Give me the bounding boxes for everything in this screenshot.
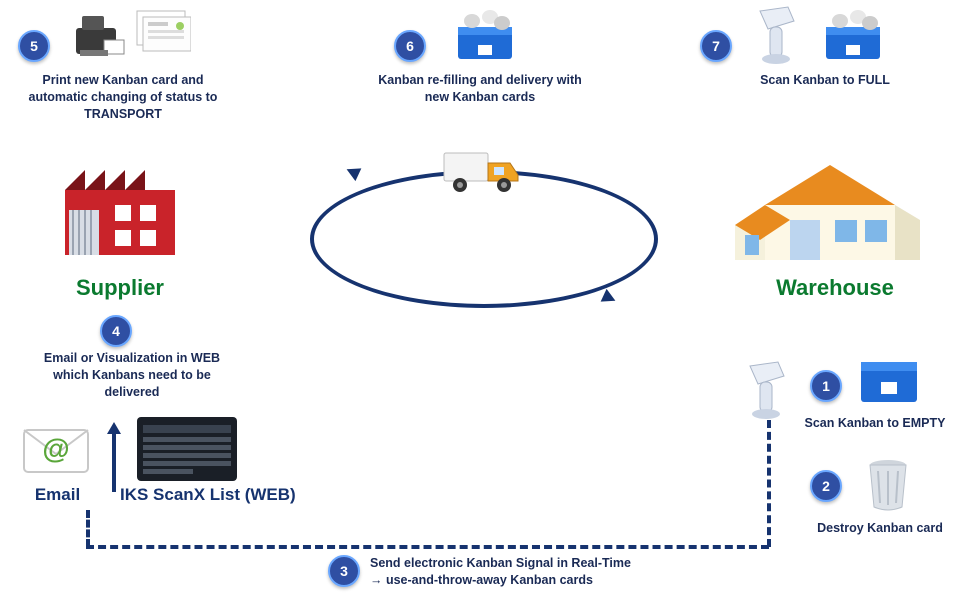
arrow-up-head <box>107 422 121 434</box>
step-7-caption: Scan Kanban to FULL <box>730 72 920 89</box>
truck-icon <box>440 145 525 200</box>
loop-arrow-top <box>344 163 362 181</box>
step-6-caption: Kanban re-filling and delivery with new … <box>370 72 590 106</box>
kanban-card-icon <box>136 10 191 52</box>
arrow-up-stem <box>112 432 116 492</box>
scanner-icon-top <box>750 5 805 67</box>
warehouse-label: Warehouse <box>745 275 925 301</box>
badge-4-num: 4 <box>112 323 120 339</box>
badge-5-num: 5 <box>30 38 38 54</box>
scanner-icon-bottom <box>740 360 795 422</box>
badge-2: 2 <box>810 470 842 502</box>
badge-1: 1 <box>810 370 842 402</box>
badge-2-num: 2 <box>822 478 830 494</box>
badge-6-num: 6 <box>406 38 414 54</box>
loop-arrow-bottom <box>601 289 619 307</box>
blue-bin-full-icon-2 <box>818 5 888 65</box>
badge-7-num: 7 <box>712 38 720 54</box>
badge-1-num: 1 <box>822 378 830 394</box>
scanx-screen-icon <box>135 415 240 487</box>
email-label: Email <box>15 485 100 505</box>
trash-icon <box>862 455 914 513</box>
blue-bin-empty-icon <box>855 352 923 408</box>
svg-text:@: @ <box>42 433 69 464</box>
step-5-caption: Print new Kanban card and automatic chan… <box>18 72 228 123</box>
diagram-canvas: 5 Print new Kanban card and automatic ch… <box>0 0 961 600</box>
badge-3: 3 <box>328 555 360 587</box>
step-4-caption: Email or Visualization in WEB which Kanb… <box>32 350 232 401</box>
dash-h <box>86 545 769 549</box>
supplier-label: Supplier <box>55 275 185 301</box>
warehouse-icon <box>735 150 920 270</box>
factory-icon <box>55 150 185 265</box>
step-3-line2: → use-and-throw-away Kanban cards <box>370 573 593 587</box>
step-3-line1: Send electronic Kanban Signal in Real-Ti… <box>370 556 631 570</box>
printer-icon <box>70 10 130 65</box>
step-3-caption: Send electronic Kanban Signal in Real-Ti… <box>370 555 690 589</box>
step-1-caption: Scan Kanban to EMPTY <box>795 415 955 432</box>
badge-5: 5 <box>18 30 50 62</box>
email-icon: @ <box>20 420 92 478</box>
blue-bin-full-icon <box>450 5 520 65</box>
dash-v-left <box>86 510 90 547</box>
step-2-caption: Destroy Kanban card <box>800 520 960 537</box>
badge-3-num: 3 <box>340 563 348 579</box>
badge-7: 7 <box>700 30 732 62</box>
badge-6: 6 <box>394 30 426 62</box>
scanx-label: IKS ScanX List (WEB) <box>120 485 350 505</box>
badge-4: 4 <box>100 315 132 347</box>
dash-v-right <box>767 420 771 547</box>
